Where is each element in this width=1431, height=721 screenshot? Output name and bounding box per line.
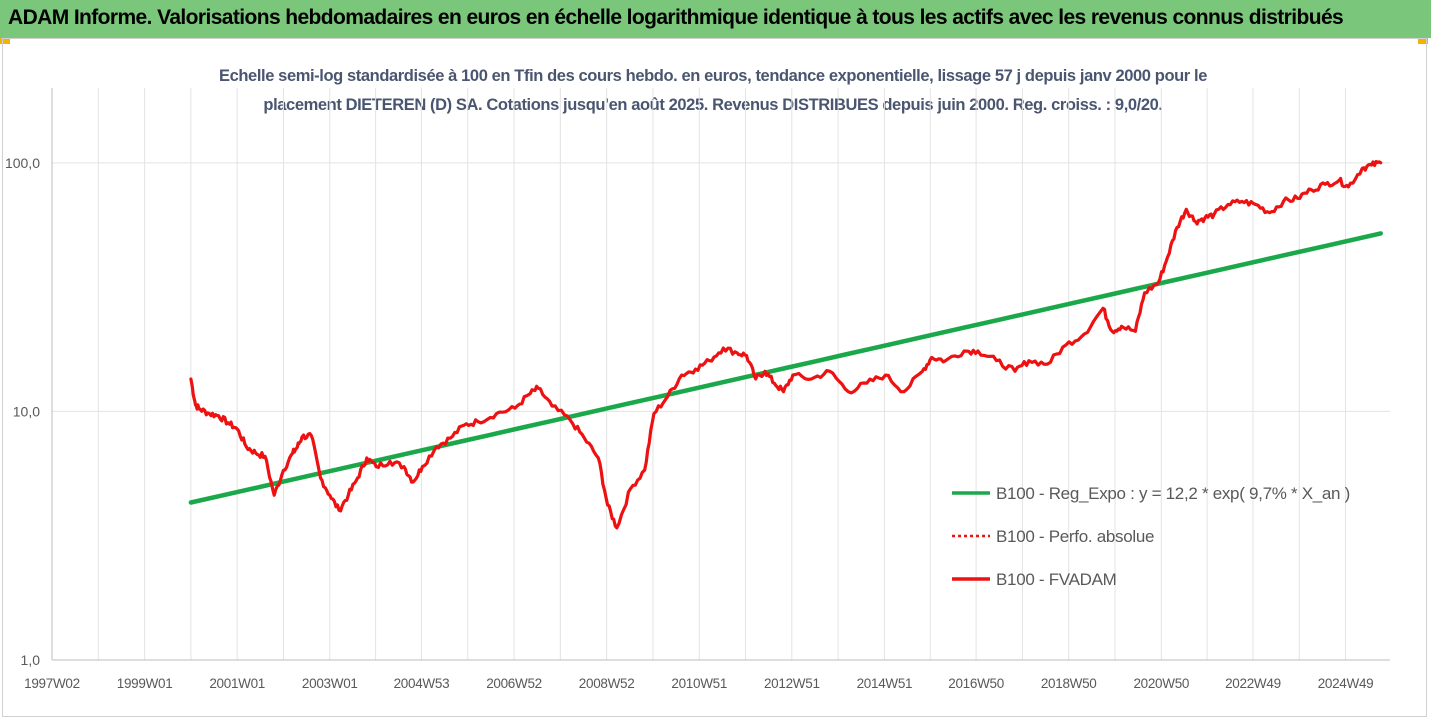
- legend: B100 - Reg_Expo : y = 12,2 * exp( 9,7% *…: [952, 484, 1350, 589]
- axes: 1,0 10,0 100,0 1997W02 1999W01 2001W01 2003W01…: [5, 88, 1390, 691]
- x-tick-label-11: 2018W50: [1041, 676, 1097, 691]
- x-tick-label-14: 2024W49: [1318, 676, 1374, 691]
- x-tick-label-7: 2010W51: [671, 676, 727, 691]
- x-tick-label-4: 2004W53: [394, 676, 450, 691]
- x-tick-label-1: 1999W01: [117, 676, 173, 691]
- x-tick-label-0: 1997W02: [24, 676, 80, 691]
- x-tick-label-9: 2014W51: [857, 676, 913, 691]
- series-line-regression: [188, 231, 1383, 505]
- chart-title-line-1: Echelle semi-log standardisée à 100 en T…: [219, 67, 1207, 85]
- legend-label-perfo: B100 - Perfo. absolue: [996, 527, 1154, 546]
- x-tick-label-8: 2012W51: [764, 676, 820, 691]
- grid: [51, 88, 1390, 661]
- x-tick-label-3: 2003W01: [302, 676, 358, 691]
- y-tick-label-2: 100,0: [5, 155, 40, 171]
- x-tick-label-10: 2016W50: [948, 676, 1004, 691]
- chart-frame: [2, 38, 1427, 717]
- x-tick-label-13: 2022W49: [1225, 676, 1281, 691]
- chart-title-line-2: placement DIETEREN (D) SA. Cotations jus…: [263, 96, 1162, 114]
- legend-label-fvadam: B100 - FVADAM: [996, 570, 1117, 589]
- banner-title: ADAM Informe. Valorisations hebdomadaire…: [8, 6, 1344, 29]
- series-line-fvadam: [189, 159, 1383, 530]
- x-tick-label-5: 2006W52: [486, 676, 542, 691]
- x-tick-label-6: 2008W52: [579, 676, 635, 691]
- right-corner-marker: [1418, 38, 1428, 44]
- legend-label-regression: B100 - Reg_Expo : y = 12,2 * exp( 9,7% *…: [996, 484, 1350, 503]
- x-tick-label-12: 2020W50: [1133, 676, 1189, 691]
- x-tick-label-2: 2001W01: [209, 676, 265, 691]
- y-tick-label-0: 1,0: [21, 652, 41, 668]
- left-corner-marker: [0, 38, 10, 44]
- series-layer: [188, 159, 1383, 530]
- header-banner: ADAM Informe. Valorisations hebdomadaire…: [0, 0, 1431, 38]
- y-tick-label-1: 10,0: [13, 403, 40, 419]
